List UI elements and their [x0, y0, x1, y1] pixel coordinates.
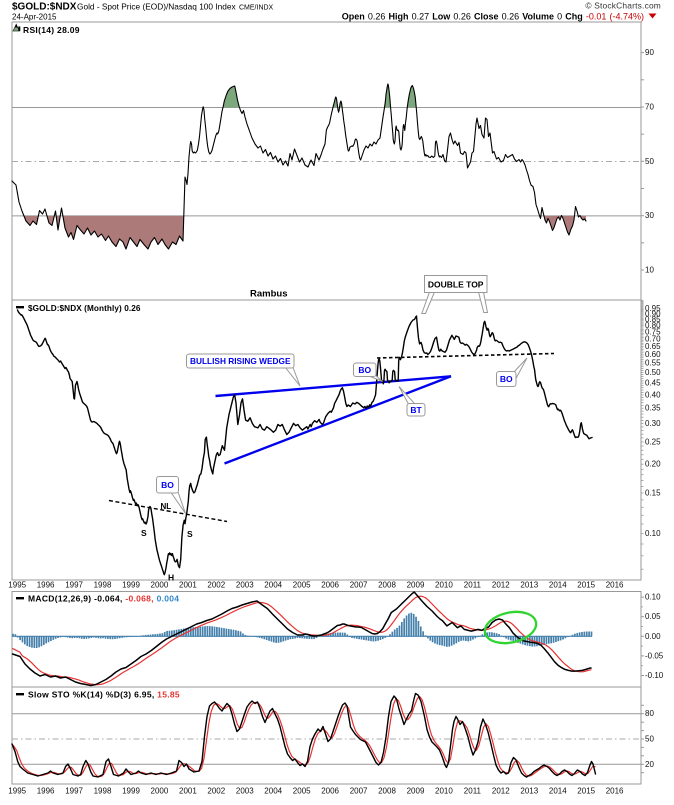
svg-text:-0.05: -0.05 — [645, 651, 664, 660]
svg-text:2013: 2013 — [520, 581, 538, 590]
svg-text:2000: 2000 — [151, 787, 169, 796]
svg-text:0.15: 0.15 — [645, 489, 661, 498]
svg-text:2000: 2000 — [151, 581, 169, 590]
svg-text:1995: 1995 — [8, 581, 26, 590]
svg-text:10: 10 — [645, 266, 654, 275]
svg-text:70: 70 — [645, 103, 654, 112]
svg-text:DOUBLE TOP: DOUBLE TOP — [428, 279, 484, 289]
svg-text:2004: 2004 — [264, 581, 282, 590]
svg-text:2005: 2005 — [293, 787, 311, 796]
svg-text:0.25: 0.25 — [645, 437, 661, 446]
svg-text:30: 30 — [645, 211, 654, 220]
svg-text:2012: 2012 — [492, 581, 510, 590]
svg-text:50: 50 — [645, 157, 654, 166]
svg-text:0.10: 0.10 — [645, 529, 661, 538]
svg-text:2001: 2001 — [179, 581, 197, 590]
svg-text:2011: 2011 — [464, 787, 482, 796]
svg-text:Slow STO %K(14) %D(3) 6.95, 15: Slow STO %K(14) %D(3) 6.95, 15.85 — [28, 690, 180, 700]
svg-text:90: 90 — [645, 48, 654, 57]
svg-text:-0.10: -0.10 — [645, 671, 664, 680]
svg-text:1996: 1996 — [37, 581, 55, 590]
svg-text:2012: 2012 — [492, 787, 510, 796]
svg-text:2014: 2014 — [549, 581, 567, 590]
svg-text:1998: 1998 — [94, 787, 112, 796]
svg-text:0.20: 0.20 — [645, 460, 661, 469]
svg-text:0.45: 0.45 — [645, 379, 661, 388]
svg-text:2005: 2005 — [293, 581, 311, 590]
svg-text:2002: 2002 — [207, 581, 225, 590]
svg-text:2014: 2014 — [549, 787, 567, 796]
svg-text:2010: 2010 — [435, 581, 453, 590]
svg-text:BO: BO — [500, 374, 513, 384]
svg-text:BO: BO — [358, 365, 371, 375]
svg-text:2003: 2003 — [236, 787, 254, 796]
svg-text:RSI(14) 28.09: RSI(14) 28.09 — [23, 25, 80, 35]
svg-text:2003: 2003 — [236, 581, 254, 590]
svg-text:$GOLD:$NDX: $GOLD:$NDX — [12, 2, 77, 13]
svg-text:20: 20 — [645, 760, 654, 769]
svg-text:BT: BT — [410, 405, 422, 415]
svg-text:24-Apr-2015: 24-Apr-2015 — [12, 13, 57, 22]
svg-text:S: S — [141, 528, 147, 538]
svg-text:2007: 2007 — [350, 787, 368, 796]
svg-text:2001: 2001 — [179, 787, 197, 796]
svg-text:1998: 1998 — [94, 581, 112, 590]
svg-text:0.35: 0.35 — [645, 404, 661, 413]
svg-text:0.00: 0.00 — [645, 632, 661, 641]
svg-text:0.40: 0.40 — [645, 390, 661, 399]
svg-text:0.10: 0.10 — [645, 593, 661, 602]
svg-text:0.30: 0.30 — [645, 419, 661, 428]
svg-text:0.50: 0.50 — [645, 368, 661, 377]
svg-text:2002: 2002 — [207, 787, 225, 796]
svg-text:2008: 2008 — [378, 581, 396, 590]
svg-text:CME/INDX: CME/INDX — [239, 5, 274, 12]
svg-text:S: S — [187, 529, 193, 539]
svg-text:2006: 2006 — [321, 787, 339, 796]
svg-text:2013: 2013 — [520, 787, 538, 796]
svg-text:BULLISH RISING WEDGE: BULLISH RISING WEDGE — [190, 356, 291, 366]
svg-text:2010: 2010 — [435, 787, 453, 796]
svg-text:0.05: 0.05 — [645, 612, 661, 621]
svg-text:2011: 2011 — [464, 581, 482, 590]
svg-text:2004: 2004 — [264, 787, 282, 796]
svg-text:0.60: 0.60 — [645, 350, 661, 359]
svg-text:80: 80 — [645, 709, 654, 718]
svg-text:2007: 2007 — [350, 581, 368, 590]
svg-text:2006: 2006 — [321, 581, 339, 590]
svg-text:2016: 2016 — [606, 787, 624, 796]
svg-text:Gold - Spot Price (EOD)/Nasdaq: Gold - Spot Price (EOD)/Nasdaq 100 Index — [77, 2, 236, 12]
svg-text:NL: NL — [161, 502, 172, 511]
svg-text:2009: 2009 — [407, 581, 425, 590]
svg-text:2015: 2015 — [577, 581, 595, 590]
svg-text:2016: 2016 — [606, 581, 624, 590]
svg-text:1997: 1997 — [65, 581, 83, 590]
svg-text:1999: 1999 — [122, 787, 140, 796]
svg-text:50: 50 — [645, 735, 654, 744]
svg-text:2015: 2015 — [577, 787, 595, 796]
svg-text:1997: 1997 — [65, 787, 83, 796]
svg-text:BO: BO — [161, 480, 174, 490]
svg-text:© StockCharts.com: © StockCharts.com — [585, 1, 661, 11]
svg-text:1996: 1996 — [37, 787, 55, 796]
svg-text:MACD(12,26,9) -0.064, -0.068,: MACD(12,26,9) -0.064, -0.068, 0.004 — [28, 594, 179, 604]
svg-text:1995: 1995 — [8, 787, 26, 796]
svg-text:2008: 2008 — [378, 787, 396, 796]
svg-text:Open 0.26 High 0.27 Low 0.26: Open 0.26 High 0.27 Low 0.26 Close 0.26 … — [342, 12, 644, 22]
svg-text:H: H — [168, 573, 174, 583]
svg-text:$GOLD:$NDX (Monthly) 0.26: $GOLD:$NDX (Monthly) 0.26 — [28, 304, 141, 313]
svg-text:0.95: 0.95 — [645, 304, 661, 313]
svg-text:Rambus: Rambus — [250, 289, 287, 300]
svg-text:1999: 1999 — [122, 581, 140, 590]
svg-text:2009: 2009 — [407, 787, 425, 796]
svg-text:0.55: 0.55 — [645, 359, 661, 368]
